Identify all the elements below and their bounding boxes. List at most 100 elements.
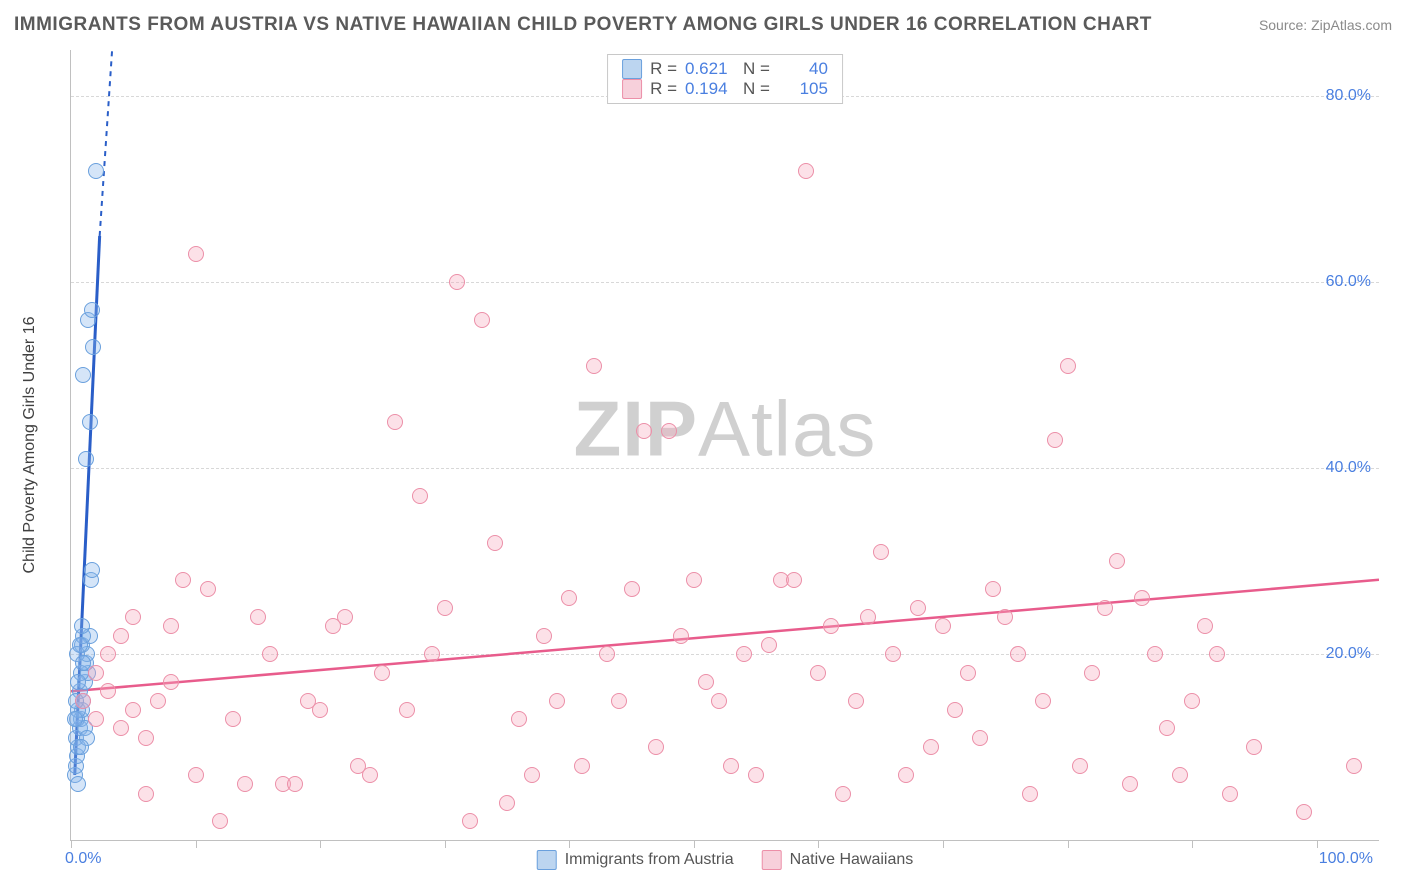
data-point	[100, 646, 116, 662]
y-tick-label: 40.0%	[1326, 459, 1371, 477]
data-point	[586, 358, 602, 374]
data-point	[1047, 432, 1063, 448]
data-point	[1084, 665, 1100, 681]
data-point	[910, 600, 926, 616]
data-point	[462, 813, 478, 829]
data-point	[138, 730, 154, 746]
data-point	[85, 339, 101, 355]
data-point	[786, 572, 802, 588]
data-point	[935, 618, 951, 634]
data-point	[1035, 693, 1051, 709]
data-point	[599, 646, 615, 662]
legend-correlation: R = 0.621 N = 40 R = 0.194 N = 105	[607, 54, 843, 104]
x-tick	[196, 840, 197, 848]
data-point	[1197, 618, 1213, 634]
data-point	[1172, 767, 1188, 783]
data-point	[511, 711, 527, 727]
data-point	[75, 367, 91, 383]
data-point	[82, 414, 98, 430]
data-point	[1022, 786, 1038, 802]
data-point	[74, 618, 90, 634]
data-point	[200, 581, 216, 597]
data-point	[549, 693, 565, 709]
data-point	[1097, 600, 1113, 616]
data-point	[673, 628, 689, 644]
data-point	[611, 693, 627, 709]
data-point	[648, 739, 664, 755]
plot-area: ZIPAtlas 20.0%40.0%60.0%80.0% 0.0%100.0%…	[70, 50, 1379, 841]
data-point	[163, 674, 179, 690]
data-point	[736, 646, 752, 662]
x-tick	[1192, 840, 1193, 848]
data-point	[437, 600, 453, 616]
data-point	[474, 312, 490, 328]
data-point	[711, 693, 727, 709]
data-point	[947, 702, 963, 718]
data-point	[67, 711, 83, 727]
data-point	[686, 572, 702, 588]
data-point	[88, 711, 104, 727]
data-point	[70, 674, 86, 690]
watermark: ZIPAtlas	[574, 384, 877, 475]
data-point	[960, 665, 976, 681]
x-tick	[818, 840, 819, 848]
data-point	[387, 414, 403, 430]
data-point	[499, 795, 515, 811]
data-point	[636, 423, 652, 439]
y-tick-label: 60.0%	[1326, 273, 1371, 291]
data-point	[125, 609, 141, 625]
data-point	[574, 758, 590, 774]
x-tick-label: 100.0%	[1319, 850, 1373, 868]
data-point	[188, 246, 204, 262]
data-point	[113, 628, 129, 644]
data-point	[1147, 646, 1163, 662]
swatch-hawaiian-icon	[762, 850, 782, 870]
data-point	[923, 739, 939, 755]
r-value-hawaiian: 0.194	[685, 79, 735, 99]
data-point	[1010, 646, 1026, 662]
data-point	[84, 562, 100, 578]
x-tick-label: 0.0%	[65, 850, 101, 868]
data-point	[848, 693, 864, 709]
n-value-hawaiian: 105	[778, 79, 828, 99]
data-point	[449, 274, 465, 290]
data-point	[287, 776, 303, 792]
data-point	[823, 618, 839, 634]
x-tick	[1317, 840, 1318, 848]
data-point	[1060, 358, 1076, 374]
legend-row-austria: R = 0.621 N = 40	[622, 59, 828, 79]
gridline	[71, 282, 1379, 283]
data-point	[561, 590, 577, 606]
data-point	[898, 767, 914, 783]
data-point	[860, 609, 876, 625]
data-point	[163, 618, 179, 634]
x-tick	[71, 840, 72, 848]
x-tick	[694, 840, 695, 848]
data-point	[75, 693, 91, 709]
data-point	[524, 767, 540, 783]
x-tick	[1068, 840, 1069, 848]
data-point	[1346, 758, 1362, 774]
legend-item-austria: Immigrants from Austria	[537, 850, 734, 870]
data-point	[624, 581, 640, 597]
x-tick	[943, 840, 944, 848]
data-point	[1222, 786, 1238, 802]
data-point	[810, 665, 826, 681]
y-axis-label: Child Poverty Among Girls Under 16	[21, 317, 39, 574]
n-label: N =	[743, 59, 770, 79]
data-point	[72, 637, 88, 653]
data-point	[798, 163, 814, 179]
data-point	[424, 646, 440, 662]
swatch-austria-icon	[537, 850, 557, 870]
data-point	[985, 581, 1001, 597]
x-tick	[569, 840, 570, 848]
data-point	[487, 535, 503, 551]
data-point	[312, 702, 328, 718]
data-point	[761, 637, 777, 653]
n-value-austria: 40	[778, 59, 828, 79]
data-point	[1184, 693, 1200, 709]
data-point	[885, 646, 901, 662]
chart-source: Source: ZipAtlas.com	[1259, 17, 1392, 33]
data-point	[873, 544, 889, 560]
data-point	[374, 665, 390, 681]
